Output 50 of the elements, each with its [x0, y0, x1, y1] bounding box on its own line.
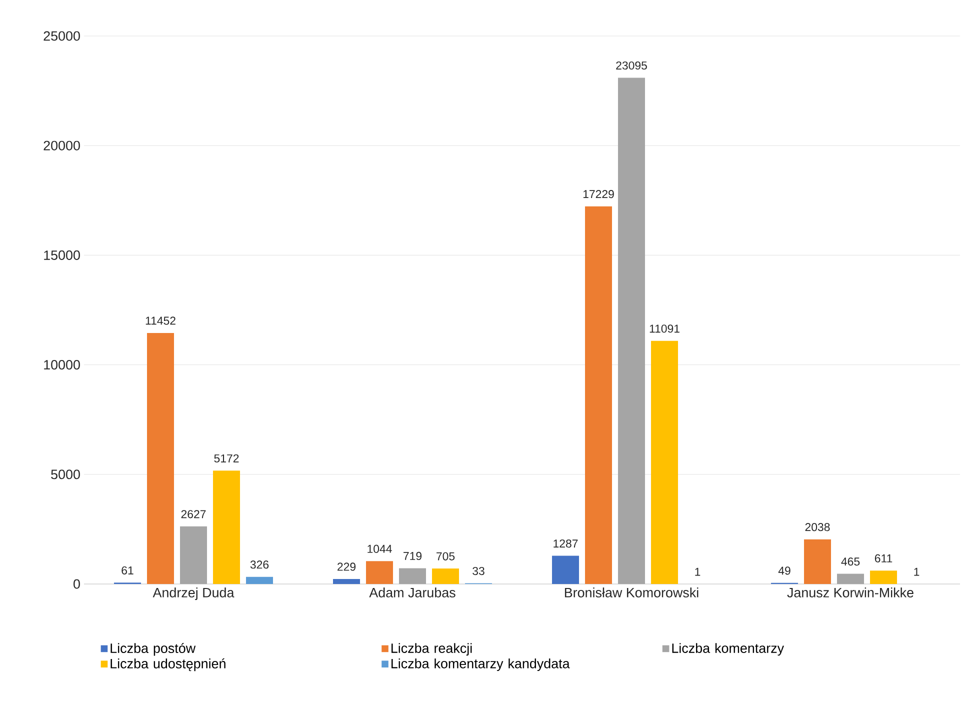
bar [180, 526, 207, 584]
data-label: 61 [122, 566, 134, 574]
bar [651, 340, 678, 584]
bar [246, 576, 274, 584]
bar [333, 578, 360, 584]
y-tick-label: 0 [74, 579, 80, 589]
data-label: 2038 [805, 523, 830, 532]
data-label: 326 [250, 560, 269, 569]
data-label: 465 [841, 558, 860, 566]
legend-label: Liczba udostępnień [110, 658, 226, 672]
legend-label: Liczba komentarzy kandydata [392, 658, 570, 671]
data-label: 49 [778, 566, 790, 575]
x-tick-label: Bronisław Komorowski [564, 588, 698, 598]
legend-label: Liczba reakcji [392, 643, 472, 656]
data-label: 2627 [181, 510, 206, 518]
legend-label: Liczba postów [110, 642, 196, 656]
bar [432, 568, 460, 584]
data-label: 11091 [650, 324, 680, 333]
data-label: 23095 [616, 61, 647, 70]
x-tick-label: Adam Jarubas [369, 588, 456, 598]
bar [870, 570, 898, 584]
data-label: 611 [874, 554, 892, 562]
data-label: 1287 [554, 539, 578, 548]
data-label: 11452 [146, 316, 176, 325]
x-tick-label: Andrzej Duda [152, 588, 234, 600]
bar [213, 470, 240, 584]
bar [618, 78, 646, 584]
data-label: 5172 [214, 454, 239, 462]
bar [147, 332, 174, 584]
legend-label: Liczba komentarzy [672, 643, 784, 656]
data-label: 705 [436, 552, 455, 560]
bar [399, 568, 426, 584]
data-label: 33 [472, 566, 484, 576]
data-label: 1 [914, 568, 920, 576]
data-label: 17229 [583, 190, 614, 198]
y-tick-label: 10000 [44, 360, 80, 370]
bar [552, 556, 580, 584]
bar [585, 206, 612, 584]
bar [804, 539, 832, 584]
y-tick-label: 15000 [44, 250, 80, 260]
y-tick-label: 25000 [44, 31, 80, 41]
data-label: 719 [404, 552, 422, 560]
y-tick-label: 5000 [51, 470, 80, 480]
data-label: 1044 [368, 544, 392, 553]
bar [837, 574, 864, 584]
bar [366, 561, 394, 584]
y-tick-label: 20000 [44, 140, 80, 150]
data-label: 1 [695, 568, 700, 576]
x-tick-label: Janusz Korwin-Mikke [787, 588, 914, 598]
data-label: 229 [338, 562, 356, 571]
